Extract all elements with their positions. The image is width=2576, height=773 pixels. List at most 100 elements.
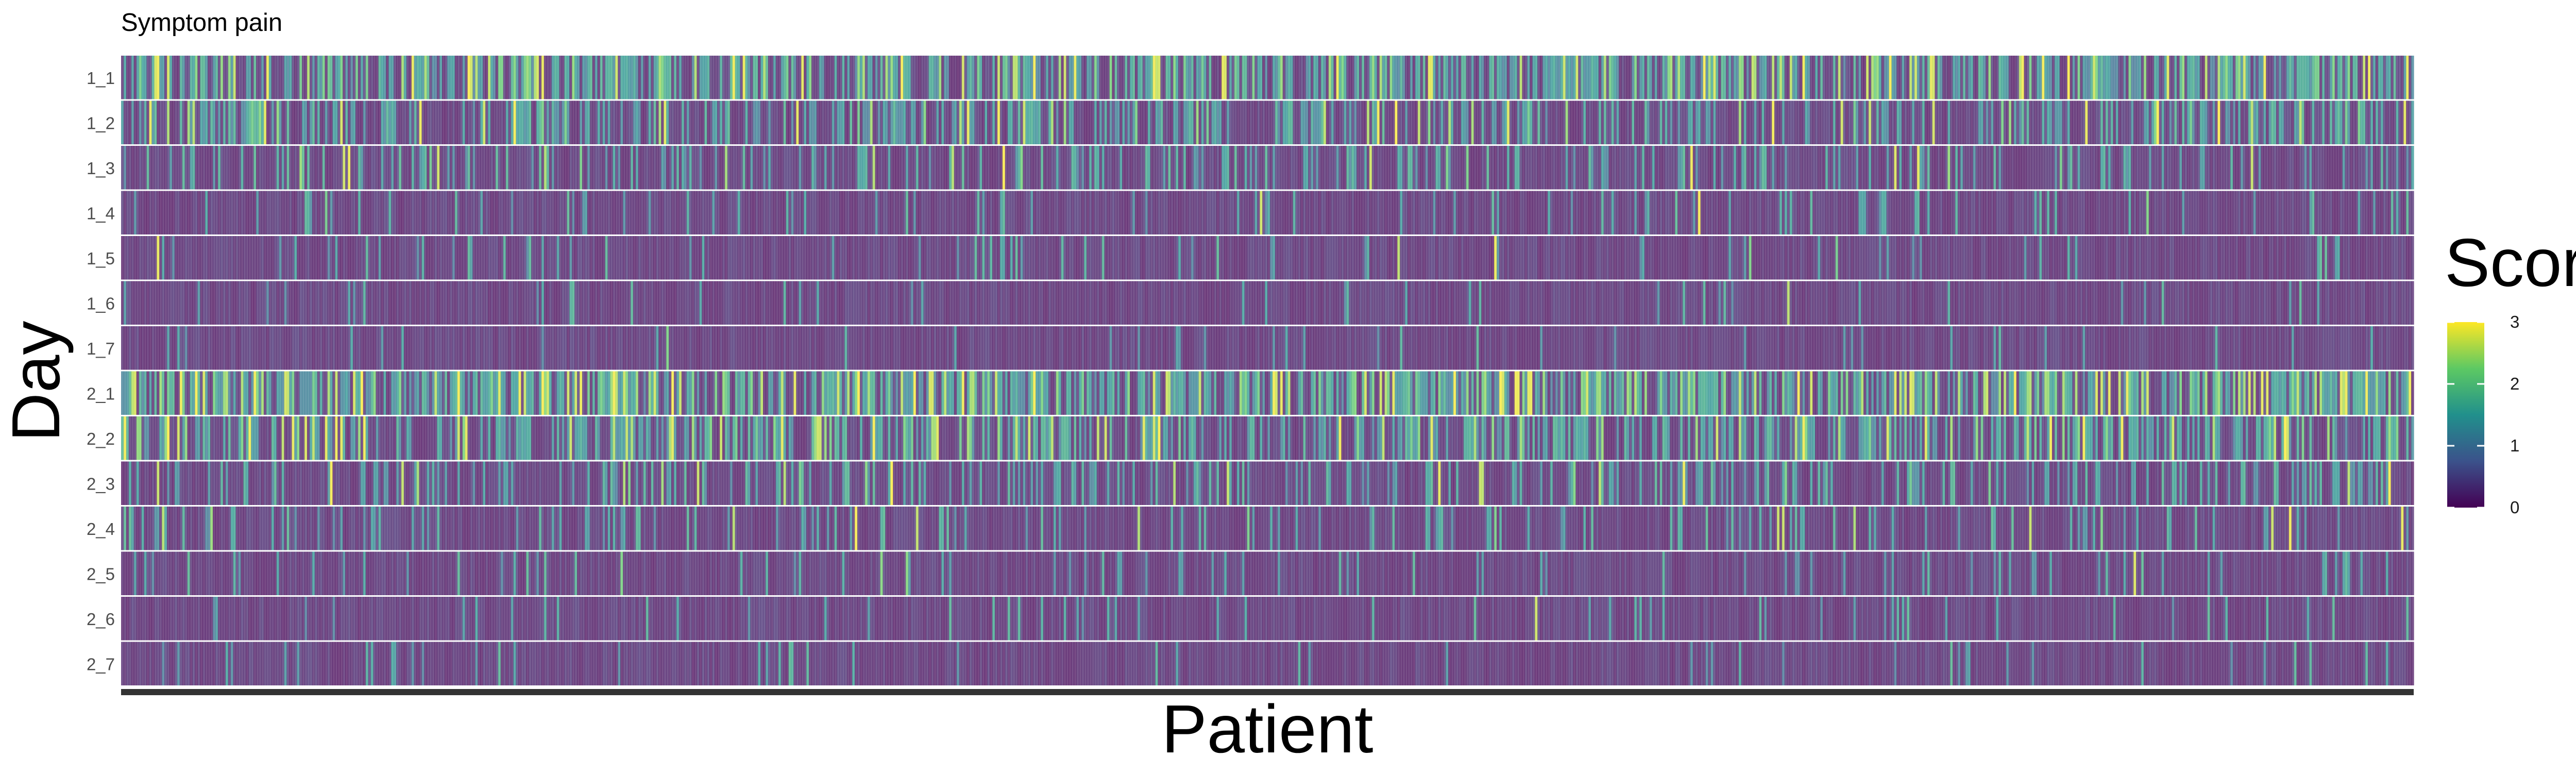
heatmap-cell (128, 236, 132, 280)
heatmap-cell (1326, 100, 1329, 144)
heatmap-cell (1433, 56, 1436, 99)
heatmap-cell (228, 146, 231, 190)
heatmap-cell (832, 100, 835, 144)
heatmap-cell (577, 146, 580, 190)
heatmap-cell (1397, 56, 1400, 99)
heatmap-cell (1955, 56, 1958, 99)
heatmap-cell (2184, 191, 2188, 234)
heatmap-cell (2128, 146, 2131, 190)
heatmap-cell (1455, 56, 1459, 99)
heatmap-cell (1015, 236, 1019, 280)
heatmap-cell (2332, 236, 2335, 280)
heatmap-cell (2345, 56, 2348, 99)
heatmap-cell (169, 191, 173, 234)
heatmap-cell (2396, 146, 2399, 190)
heatmap-cell (1736, 191, 1739, 234)
heatmap-cell (2179, 146, 2182, 190)
heatmap-cell (916, 146, 919, 190)
heatmap-cell (1036, 100, 1039, 144)
heatmap-cell (2166, 56, 2170, 99)
heatmap-cell (1973, 146, 1976, 190)
heatmap-cell (449, 100, 453, 144)
heatmap-cell (500, 146, 504, 190)
heatmap-cell (799, 281, 802, 325)
heatmap-cell (523, 236, 527, 280)
heatmap-cell (414, 100, 417, 144)
heatmap-cell (1532, 191, 1535, 234)
heatmap-cell (391, 236, 394, 280)
heatmap-cell (2090, 146, 2093, 190)
heatmap-cell (1863, 100, 1867, 144)
heatmap-cell (2054, 100, 2058, 144)
heatmap-cell (1710, 191, 1714, 234)
heatmap-cell (577, 56, 580, 99)
heatmap-cell (1570, 236, 1573, 280)
heatmap-cell (325, 236, 328, 280)
heatmap-cell (1425, 100, 1429, 144)
heatmap-cell (1621, 100, 1624, 144)
heatmap-cell (1168, 236, 1171, 280)
heatmap-cell (1557, 56, 1561, 99)
heatmap-cell (890, 56, 893, 99)
heatmap-cell (1769, 236, 1772, 280)
heatmap-cell (421, 146, 425, 190)
heatmap-cell (447, 281, 450, 325)
heatmap-cell (796, 56, 799, 99)
heatmap-cell (837, 146, 840, 190)
heatmap-cell (1196, 236, 1199, 280)
heatmap-cell (1155, 281, 1158, 325)
heatmap-cell (941, 56, 944, 99)
heatmap-cell (1033, 56, 1036, 99)
heatmap-cell (1311, 236, 1314, 280)
heatmap-cell (1649, 236, 1653, 280)
heatmap-cell (480, 100, 483, 144)
heatmap-cell (2314, 56, 2317, 99)
heatmap-cell (1489, 146, 1492, 190)
heatmap-cell (1359, 236, 1362, 280)
heatmap-cell (910, 281, 914, 325)
heatmap-cell (131, 146, 134, 190)
heatmap-cell (1957, 56, 1961, 99)
heatmap-cell (580, 146, 583, 190)
heatmap-cell (1242, 236, 1245, 280)
heatmap-cell (2291, 56, 2295, 99)
heatmap-cell (1953, 236, 1956, 280)
heatmap-cell (1909, 56, 1912, 99)
heatmap-cell (1486, 236, 1489, 280)
heatmap-cell (2283, 236, 2287, 280)
heatmap-cell (337, 100, 341, 144)
heatmap-cell (1443, 191, 1446, 234)
heatmap-cell (1318, 236, 1321, 280)
heatmap-cell (1514, 191, 1518, 234)
heatmap-cell (182, 146, 185, 190)
heatmap-cell (465, 236, 468, 280)
heatmap-cell (1517, 56, 1520, 99)
heatmap-cell (1797, 100, 1800, 144)
heatmap-cell (1522, 236, 1525, 280)
heatmap-cell (1907, 146, 1910, 190)
heatmap-cell (1884, 191, 1887, 234)
heatmap-cell (651, 100, 654, 144)
heatmap-cell (1397, 236, 1400, 280)
heatmap-cell (465, 146, 468, 190)
heatmap-cell (157, 236, 160, 280)
heatmap-cell (495, 191, 499, 234)
heatmap-cell (572, 281, 575, 325)
heatmap-cell (1705, 146, 1708, 190)
heatmap-cell (1988, 56, 1991, 99)
heatmap-cell (1820, 56, 1823, 99)
heatmap-cell (2039, 56, 2042, 99)
heatmap-cell (1945, 146, 1948, 190)
heatmap-cell (1114, 236, 1117, 280)
heatmap-cell (804, 56, 807, 99)
heatmap-cell (1112, 281, 1115, 325)
heatmap-cell (1586, 100, 1589, 144)
heatmap-cell (857, 191, 860, 234)
heatmap-cell (1262, 56, 1265, 99)
heatmap-cell (765, 100, 769, 144)
heatmap-cell (1188, 146, 1192, 190)
heatmap-cell (1036, 281, 1039, 325)
heatmap-cell (1672, 191, 1675, 234)
heatmap-cell (505, 191, 509, 234)
heatmap-cell (2077, 100, 2080, 144)
